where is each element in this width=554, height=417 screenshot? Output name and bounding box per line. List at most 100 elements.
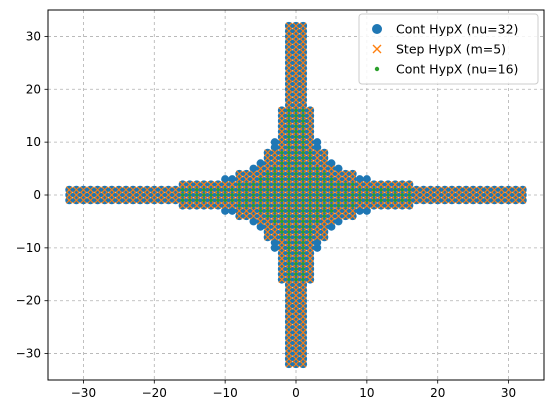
data-point	[441, 186, 449, 194]
data-point	[292, 281, 300, 289]
data-point	[299, 70, 307, 77]
data-point	[322, 172, 327, 176]
data-point	[315, 172, 319, 176]
data-point	[365, 198, 369, 202]
data-point	[235, 207, 243, 215]
data-point	[264, 159, 272, 167]
data-point	[271, 233, 279, 241]
data-point	[320, 223, 328, 231]
data-point	[292, 33, 300, 40]
data-point	[315, 193, 319, 197]
data-point	[342, 212, 349, 220]
data-point	[80, 186, 87, 194]
data-point	[237, 182, 242, 187]
data-point	[230, 198, 234, 202]
data-point	[343, 193, 348, 197]
series-point	[180, 108, 412, 282]
data-point	[336, 193, 341, 197]
data-point	[313, 138, 322, 147]
data-point	[249, 164, 258, 173]
data-point	[228, 181, 236, 188]
data-point	[420, 196, 427, 204]
data-point	[301, 129, 305, 134]
data-point	[301, 108, 305, 113]
data-point	[398, 202, 406, 209]
data-point	[285, 38, 293, 46]
data-point	[294, 193, 298, 197]
data-point	[294, 262, 298, 266]
data-point	[285, 318, 293, 326]
data-point	[434, 186, 442, 194]
data-point	[280, 182, 284, 187]
data-point	[285, 307, 293, 315]
data-point	[299, 38, 307, 46]
data-point	[287, 230, 291, 234]
data-point	[350, 193, 355, 197]
x-tick-label: −10	[212, 386, 237, 400]
data-point	[115, 186, 123, 194]
data-point	[299, 355, 307, 363]
data-point	[108, 196, 116, 204]
data-point	[308, 166, 312, 171]
data-point	[179, 202, 187, 209]
data-point	[334, 164, 343, 173]
data-point	[287, 246, 291, 250]
data-point	[306, 270, 314, 278]
data-point	[329, 203, 334, 208]
data-point	[292, 27, 300, 35]
data-point	[379, 193, 383, 197]
data-point	[350, 198, 355, 202]
data-point	[455, 196, 463, 204]
data-point	[372, 198, 376, 202]
data-point	[292, 344, 300, 352]
data-point	[278, 128, 286, 135]
data-point	[329, 198, 334, 202]
data-point	[306, 144, 314, 151]
data-point	[285, 292, 293, 299]
data-point	[362, 175, 371, 184]
data-point	[292, 307, 300, 315]
data-point	[343, 203, 348, 208]
data-point	[313, 154, 321, 162]
data-point	[287, 225, 291, 229]
data-point	[301, 256, 305, 261]
data-point	[202, 188, 206, 192]
data-point	[207, 202, 215, 209]
data-point	[258, 188, 263, 192]
data-point	[200, 181, 208, 188]
data-point	[462, 186, 470, 194]
data-point	[244, 182, 249, 187]
data-point	[308, 230, 312, 234]
data-point	[265, 214, 270, 218]
data-point	[355, 175, 364, 184]
data-point	[391, 181, 399, 188]
data-point	[308, 182, 312, 187]
data-point	[165, 191, 172, 199]
data-point	[287, 203, 291, 208]
data-point	[265, 182, 270, 187]
data-point	[202, 193, 206, 197]
data-point	[228, 175, 237, 184]
data-point	[363, 202, 371, 209]
data-point	[512, 196, 520, 204]
data-point	[250, 212, 257, 220]
data-point	[294, 145, 298, 150]
data-point	[285, 75, 293, 83]
data-point	[287, 156, 291, 160]
data-point	[299, 297, 307, 305]
data-point	[257, 212, 264, 220]
data-point	[294, 140, 298, 144]
data-point	[400, 193, 404, 197]
data-point	[122, 186, 130, 194]
data-point	[258, 198, 263, 202]
data-point	[441, 191, 449, 199]
data-point	[94, 196, 101, 204]
data-point	[273, 172, 277, 176]
data-point	[287, 166, 291, 171]
data-point	[356, 181, 364, 188]
data-point	[299, 307, 307, 315]
data-point	[285, 54, 293, 61]
data-point	[280, 225, 284, 229]
data-point	[65, 191, 73, 199]
data-point	[336, 188, 341, 192]
